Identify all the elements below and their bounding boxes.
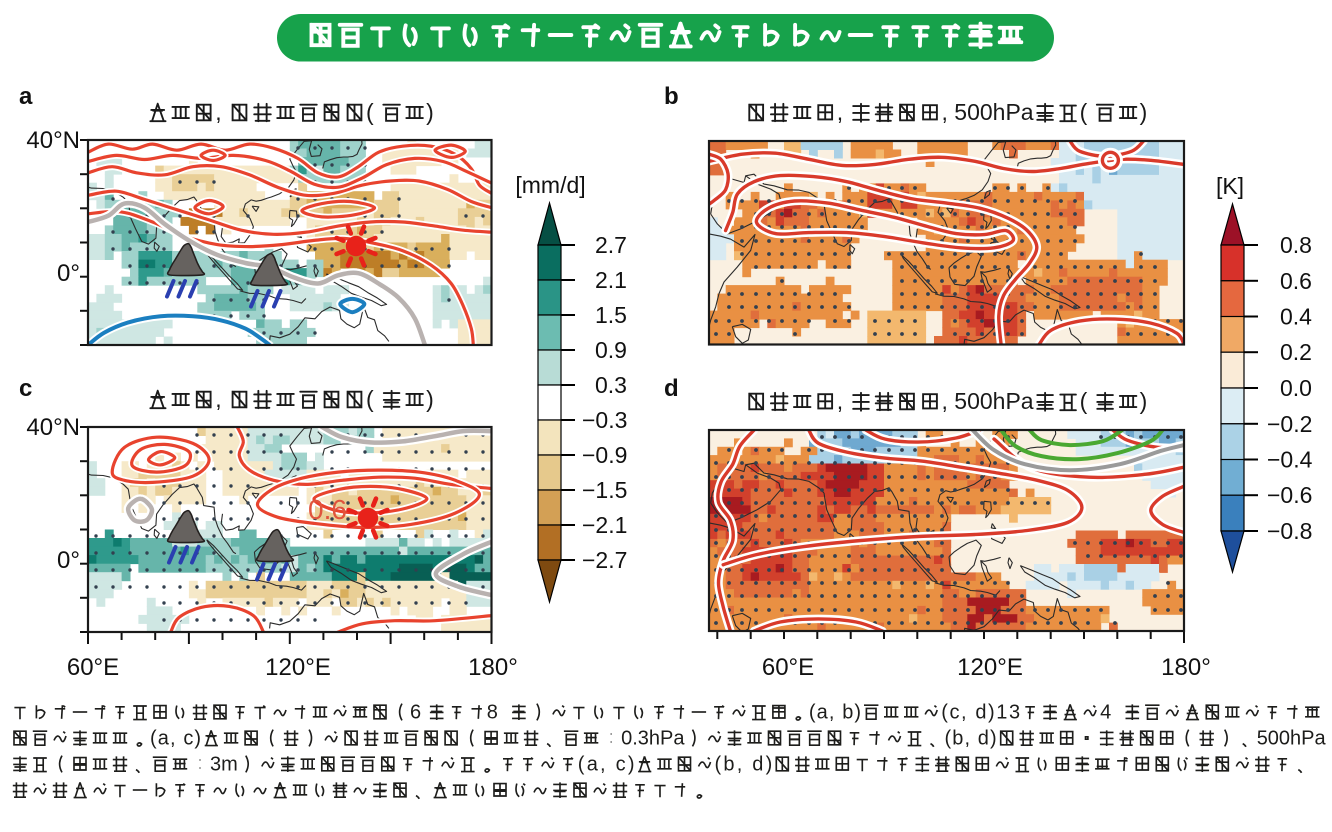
svg-text:(b, d): (b, d) <box>945 727 997 749</box>
svg-text:b: b <box>664 83 679 110</box>
svg-text:2.1: 2.1 <box>595 267 627 293</box>
svg-text:1.5: 1.5 <box>595 302 627 328</box>
svg-text:(a, b): (a, b) <box>809 701 861 723</box>
svg-text:−2.1: −2.1 <box>582 512 627 538</box>
svg-text:0.9: 0.9 <box>595 337 627 363</box>
svg-text:60°E: 60°E <box>67 654 119 681</box>
svg-text:−0.2: −0.2 <box>1267 411 1312 437</box>
svg-text:,: , <box>215 99 221 125</box>
svg-text:0.6: 0.6 <box>308 494 347 525</box>
svg-text:−0.3: −0.3 <box>582 407 627 433</box>
svg-text:0°: 0° <box>57 260 80 287</box>
svg-text:60°E: 60°E <box>762 654 814 681</box>
svg-text:6: 6 <box>410 701 421 723</box>
svg-text:180°: 180° <box>1161 654 1211 681</box>
svg-text:0.2: 0.2 <box>1280 339 1312 365</box>
svg-text:40°N: 40°N <box>26 414 80 441</box>
svg-text:500hPa: 500hPa <box>1257 727 1327 749</box>
svg-text:(a, c): (a, c) <box>150 727 201 749</box>
svg-text:): ) <box>426 386 434 412</box>
svg-text:3m: 3m <box>210 753 238 775</box>
svg-text:−0.9: −0.9 <box>582 442 627 468</box>
svg-text:[K]: [K] <box>1216 173 1244 199</box>
svg-text:0.6: 0.6 <box>1280 268 1312 294</box>
svg-text:0.4: 0.4 <box>1280 304 1312 330</box>
svg-text:−0.4: −0.4 <box>1267 447 1313 473</box>
svg-text:d: d <box>664 375 679 402</box>
svg-text:0.8: 0.8 <box>1280 232 1312 258</box>
svg-text:): ) <box>426 99 434 125</box>
svg-text:8: 8 <box>487 701 498 723</box>
svg-text:−0.8: −0.8 <box>1267 518 1312 544</box>
svg-text:): ) <box>1140 388 1148 414</box>
svg-text:c: c <box>19 375 32 402</box>
svg-text:(c, d)13: (c, d)13 <box>941 701 1020 723</box>
svg-text:, 500hPa: , 500hPa <box>942 99 1034 125</box>
svg-text:): ) <box>1140 99 1148 125</box>
svg-text:(: ( <box>1080 388 1088 414</box>
svg-text:(: ( <box>366 99 374 125</box>
svg-text:0.0: 0.0 <box>1280 375 1312 401</box>
svg-text:−0.6: −0.6 <box>1267 482 1312 508</box>
svg-text:0.3: 0.3 <box>595 372 627 398</box>
svg-text:180°: 180° <box>468 654 518 681</box>
svg-text:[mm/d]: [mm/d] <box>515 172 585 198</box>
svg-text:0°: 0° <box>57 547 80 574</box>
svg-text:(: ( <box>366 386 374 412</box>
svg-text:4: 4 <box>1100 701 1111 723</box>
svg-text:a: a <box>19 83 33 110</box>
svg-text:−2.7: −2.7 <box>582 547 627 573</box>
svg-text:,: , <box>837 99 843 125</box>
svg-text:,: , <box>837 388 843 414</box>
svg-text:2.7: 2.7 <box>595 232 627 258</box>
svg-text:−1.5: −1.5 <box>582 477 627 503</box>
svg-text:120°E: 120°E <box>957 654 1023 681</box>
svg-text:0.3hPa: 0.3hPa <box>621 727 685 749</box>
svg-text:40°N: 40°N <box>26 127 80 154</box>
svg-text:, 500hPa: , 500hPa <box>942 388 1034 414</box>
svg-text:(: ( <box>1080 99 1088 125</box>
svg-text:120°E: 120°E <box>265 654 331 681</box>
svg-text:,: , <box>215 386 221 412</box>
